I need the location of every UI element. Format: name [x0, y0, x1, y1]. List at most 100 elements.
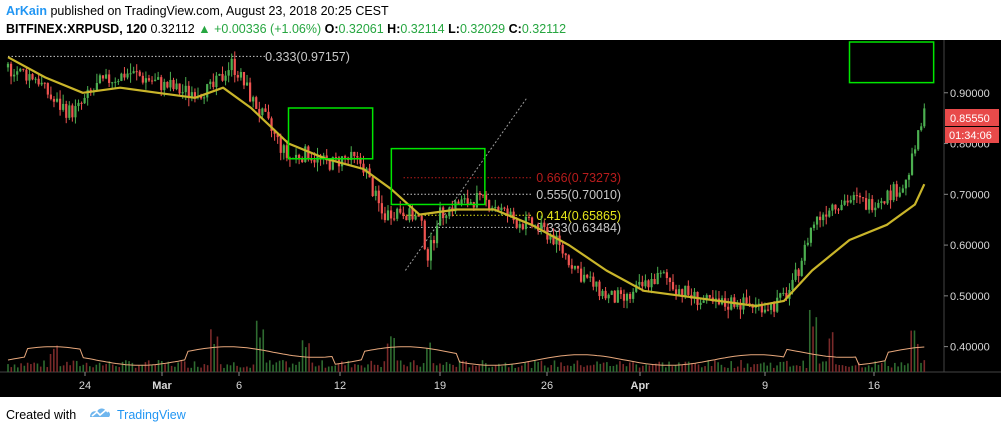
candle-body: [527, 216, 531, 218]
candle-body: [650, 279, 653, 288]
candle-body: [328, 160, 331, 170]
candle-body: [215, 75, 218, 88]
candle-body: [371, 177, 374, 197]
candle-body: [294, 154, 298, 158]
chart-plot[interactable]: 0.333(0.97157) 0.666(0.73273) 0.555(0.7001…: [0, 40, 1001, 397]
candle-body: [579, 268, 583, 282]
countdown-label: 01:34:06: [949, 130, 992, 142]
candle-body: [509, 211, 512, 217]
author-link[interactable]: ArKain: [6, 4, 47, 18]
candle-body: [785, 292, 788, 299]
candle-body: [543, 222, 546, 228]
candle-body: [791, 279, 794, 290]
candle-body: [163, 81, 166, 91]
candle-body: [218, 73, 221, 76]
candle-body: [797, 269, 800, 276]
candle-body: [644, 280, 647, 287]
tradingview-link[interactable]: TradingView: [117, 408, 186, 422]
candle-body: [629, 293, 632, 299]
candle-body: [132, 71, 135, 74]
candle-body: [98, 75, 102, 84]
candle-body: [886, 190, 889, 204]
x-tick-label: 16: [868, 380, 880, 392]
candle-body: [221, 73, 224, 81]
candle-body: [880, 201, 883, 203]
candle-body: [852, 195, 855, 201]
candle-body: [806, 242, 809, 245]
y-tick-label: 0.50000: [950, 291, 990, 303]
x-tick-label: Mar: [152, 380, 172, 392]
candle-body: [209, 81, 212, 85]
candle-body: [31, 74, 34, 80]
candle-body: [224, 75, 227, 81]
candle-body: [757, 303, 760, 305]
candle-body: [325, 155, 328, 161]
candle-body: [432, 240, 436, 244]
candle-body: [301, 158, 304, 162]
high-label: H:: [387, 22, 401, 36]
candle-body: [258, 108, 261, 116]
candle-body: [601, 290, 604, 297]
candle-body: [625, 293, 629, 301]
high-value: 0.32114: [400, 22, 445, 36]
candle-body: [153, 79, 157, 81]
candle-body: [598, 281, 601, 297]
candle-body: [589, 276, 592, 278]
candle-body: [500, 207, 503, 211]
candle-body: [779, 293, 782, 298]
volume-layer: [7, 309, 926, 372]
candle-body: [635, 284, 638, 292]
candle-body: [693, 291, 696, 299]
candle-body: [377, 190, 380, 204]
candle-body: [77, 102, 80, 107]
candle-body: [632, 291, 635, 299]
candle-body: [892, 184, 895, 201]
candle-body: [794, 269, 797, 280]
candle-body: [74, 106, 77, 118]
candle-body: [540, 222, 543, 231]
candle-body: [671, 282, 675, 290]
candle-body: [46, 83, 49, 95]
candle-body: [193, 92, 197, 98]
candle-body: [846, 200, 849, 203]
candle-body: [883, 201, 886, 204]
candle-body: [264, 108, 267, 112]
candle-body: [22, 68, 25, 70]
chart-header: ArKain published on TradingView.com, Aug…: [0, 0, 1001, 40]
candle-body: [828, 210, 831, 217]
candle-body: [55, 98, 59, 102]
candle-body: [901, 188, 904, 193]
candle-body: [442, 207, 445, 218]
candle-body: [861, 197, 865, 199]
symbol-line: BITFINEX:XRPUSD, 120 0.32112 ▲ +0.00336 …: [6, 22, 566, 36]
candle-body: [199, 95, 203, 99]
candle-body: [494, 206, 497, 208]
candle-body: [279, 137, 282, 153]
close-label: C:: [508, 22, 522, 36]
candle-body: [877, 202, 880, 208]
candle-body: [423, 220, 426, 250]
candle-body: [920, 126, 923, 131]
candle-body: [239, 71, 243, 78]
chart-canvas[interactable]: 0.333(0.97157) 0.666(0.73273) 0.555(0.7001…: [0, 40, 1001, 397]
candle-body: [478, 193, 482, 195]
candle-body: [855, 195, 858, 197]
candle-body: [310, 159, 313, 161]
candle-body: [252, 97, 255, 102]
candle-body: [576, 265, 580, 269]
candle-body: [169, 79, 172, 88]
candle-body: [6, 63, 10, 68]
candle-body: [331, 157, 334, 170]
candle-body: [117, 80, 120, 82]
candle-body: [414, 215, 417, 220]
candle-body: [503, 207, 506, 209]
candle-body: [705, 295, 708, 301]
candle-body: [604, 290, 607, 299]
candle-body: [270, 118, 273, 131]
fib-trend-line: [404, 97, 528, 271]
candle-body: [656, 272, 659, 285]
candle-body: [653, 279, 656, 285]
candle-body: [150, 80, 154, 82]
candle-body: [760, 303, 763, 313]
candle-body: [457, 201, 460, 205]
